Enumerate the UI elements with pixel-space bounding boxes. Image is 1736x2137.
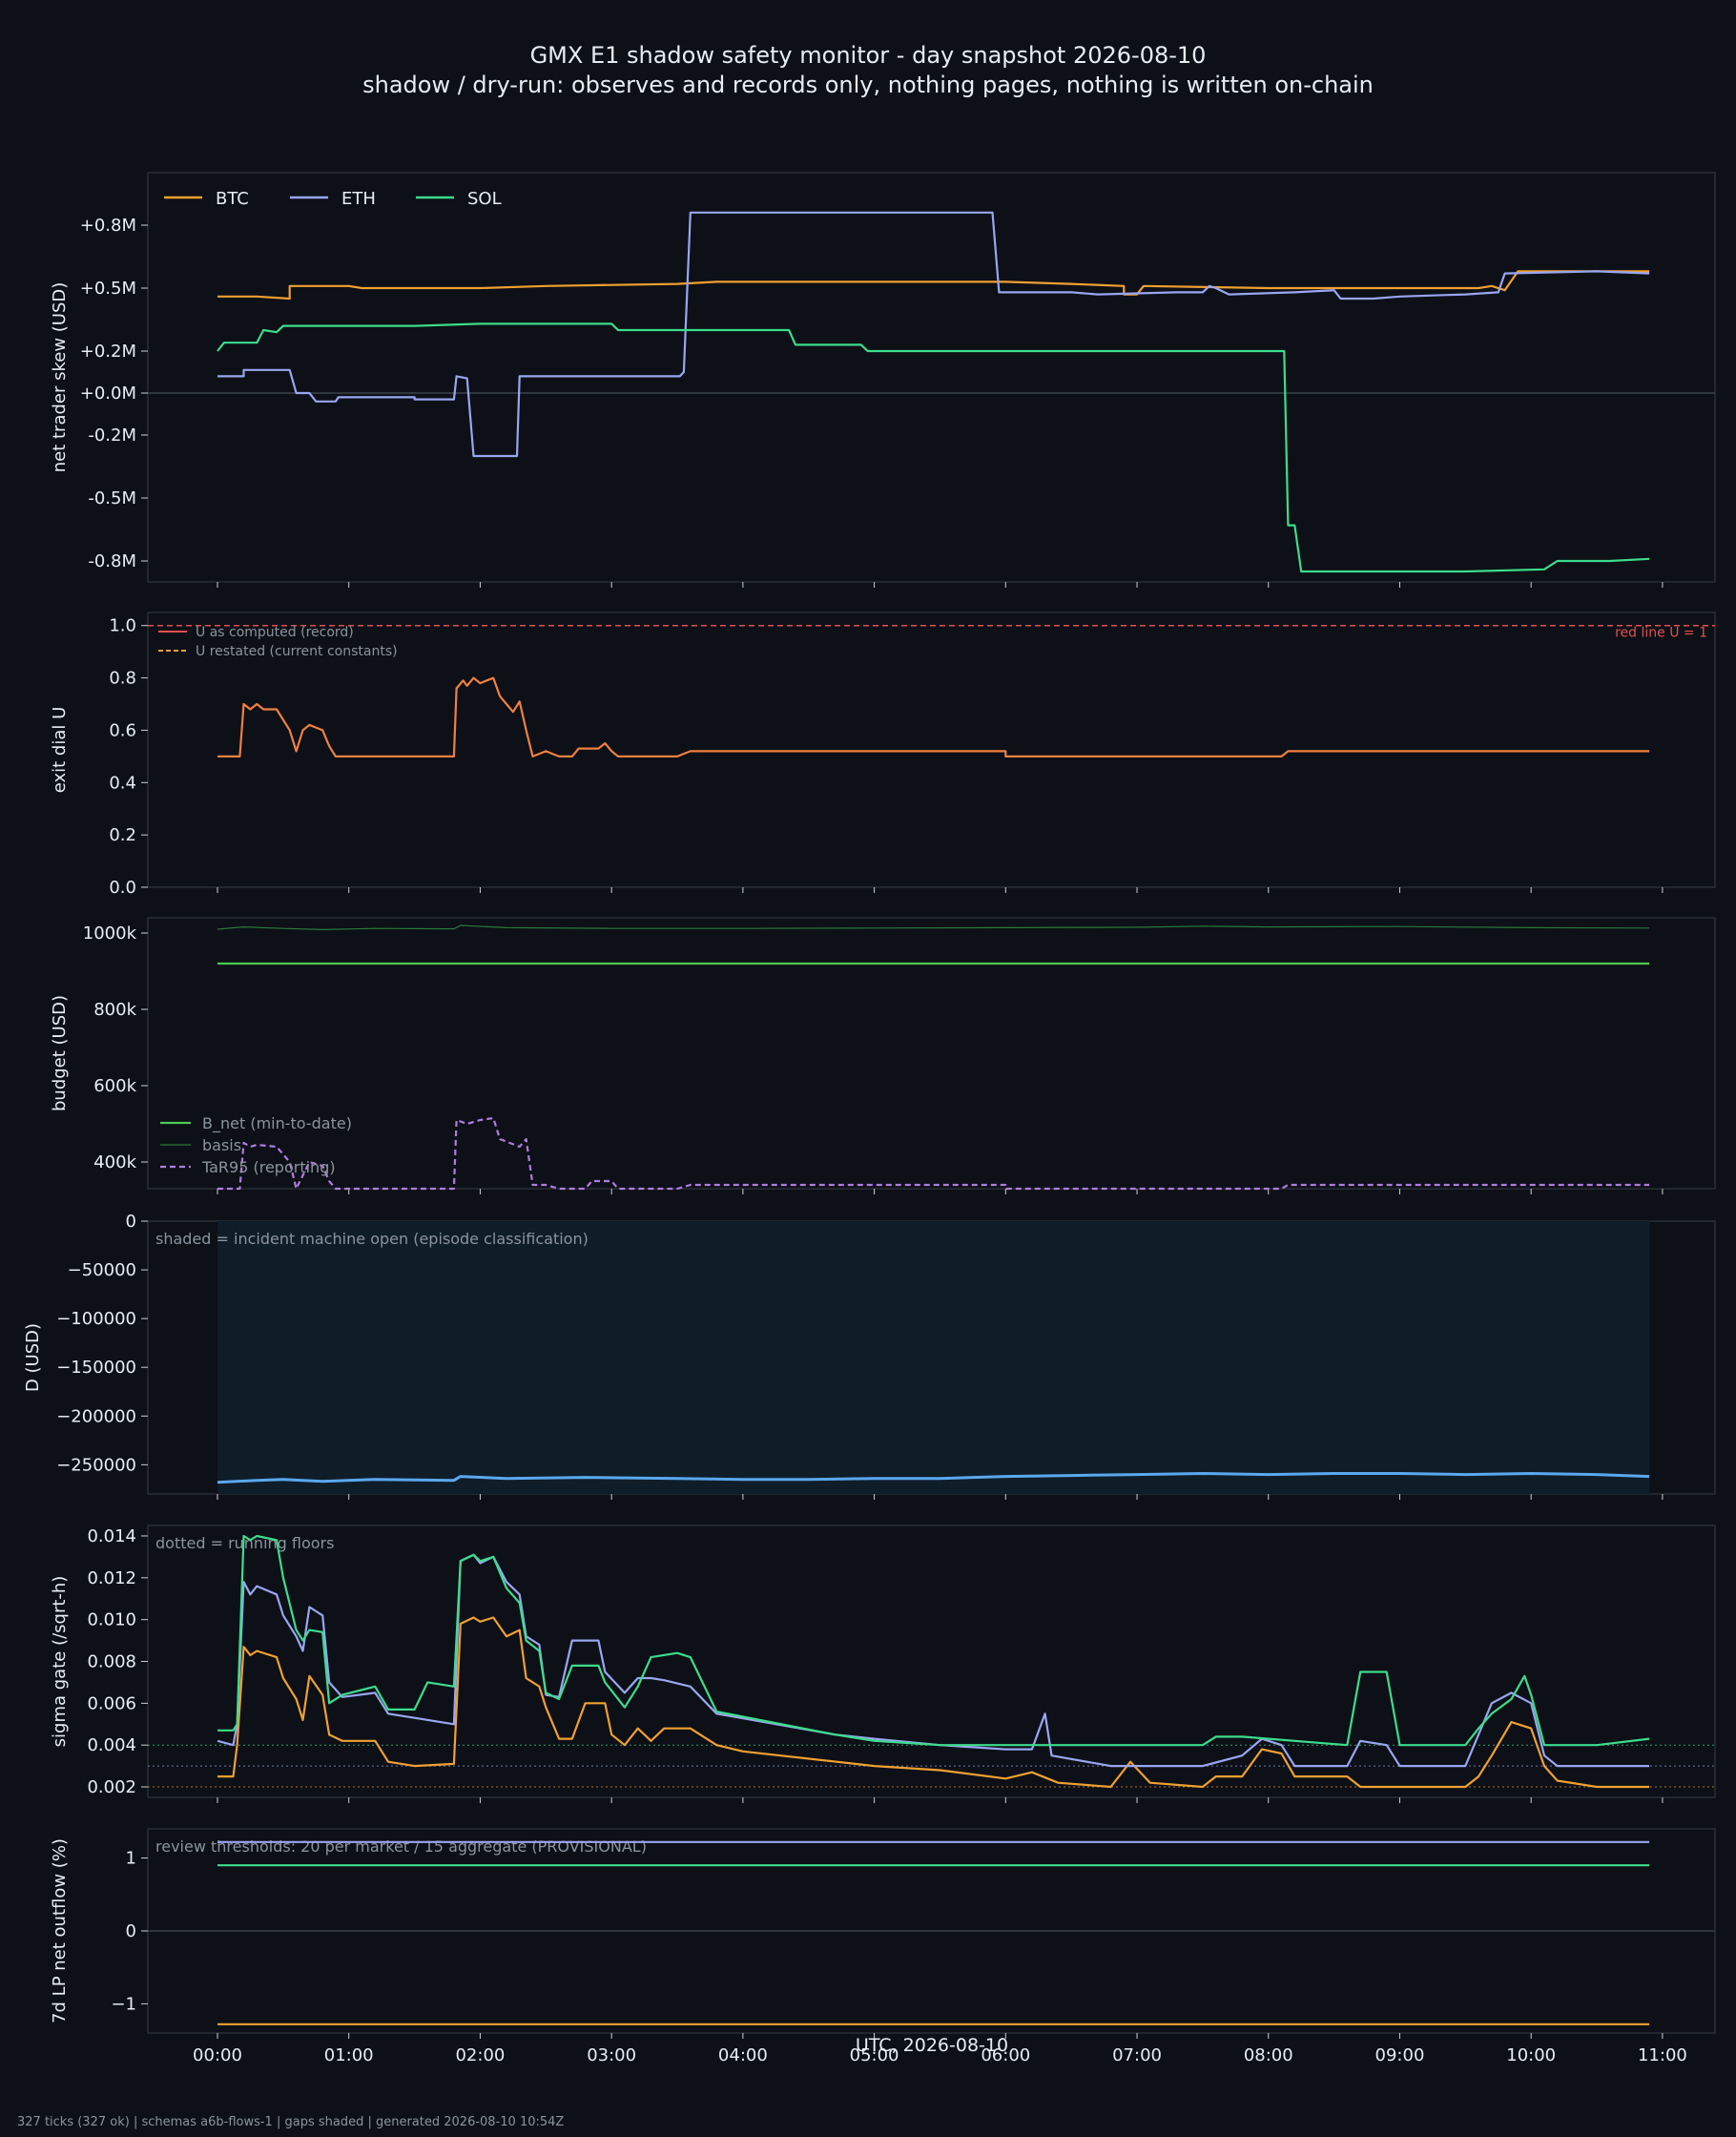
panel-3: 0 −50000 −100000 −150000 −200000 −250000 D (US… (23, 1212, 1716, 1500)
y-axis-label: sigma gate (/sqrt-h) (50, 1576, 70, 1748)
x-tick-label: 00:00 (193, 2045, 242, 2065)
panel-frame (147, 917, 1716, 1190)
legend-label: ETH (341, 189, 376, 209)
incident-shade (217, 1221, 1650, 1494)
legend-label: U restated (current constants) (196, 644, 398, 659)
x-tick-label: 06:00 (981, 2045, 1030, 2065)
y-tick-label: +0.5M (80, 279, 136, 299)
figure-title: GMX E1 shadow safety monitor - day snaps… (530, 42, 1207, 69)
y-tick-label: −250000 (56, 1455, 136, 1475)
panel-frame (147, 612, 1716, 888)
y-tick-label: 0.6 (109, 720, 136, 740)
x-tick-label: 07:00 (1112, 2045, 1162, 2065)
legend-label: BTC (216, 189, 249, 209)
legend-label: SOL (467, 189, 502, 209)
series-line-sol (217, 1534, 1650, 1747)
y-axis-label: net trader skew (USD) (50, 282, 70, 473)
x-tick-label: 09:00 (1375, 2045, 1425, 2065)
y-tick-label: 0.004 (87, 1735, 136, 1755)
y-axis-label: budget (USD) (50, 995, 70, 1111)
y-tick-label: 0.006 (87, 1693, 136, 1713)
series-line-eth (217, 211, 1650, 458)
panel-frame (147, 1525, 1716, 1798)
footer-status: 327 ticks (327 ok) | schemas a6b-flows-1… (17, 2115, 564, 2129)
y-tick-label: 0.4 (109, 773, 136, 793)
y-tick-label: +0.0M (80, 384, 136, 404)
y-tick-label: -0.8M (88, 551, 136, 571)
x-tick-label: 01:00 (324, 2045, 374, 2065)
legend-label: TaR95 (reporting) (201, 1158, 336, 1176)
legend-label: B_net (min-to-date) (202, 1114, 352, 1133)
y-tick-label: 0.010 (87, 1610, 136, 1630)
legend-label: basis (202, 1136, 241, 1154)
series-line-btc (217, 270, 1650, 301)
y-tick-label: 0.014 (87, 1526, 136, 1546)
series-line-btc (217, 1616, 1650, 1789)
y-tick-label: −200000 (56, 1406, 136, 1426)
x-axis-label: UTC, 2026-08-10 (856, 2035, 1008, 2056)
panel-4: 0.014 0.012 0.010 0.008 0.006 0.004 0.002 sigma… (50, 1525, 1716, 1803)
panel-0: +0.8M +0.5M +0.2M +0.0M -0.2M -0.5M -0.8M net t… (50, 172, 1716, 588)
y-tick-label: 800k (93, 1000, 136, 1020)
panel-2: 1000k 800k 600k 400k budget (USD) B_net (min-… (50, 917, 1716, 1194)
y-tick-label: −50000 (68, 1260, 136, 1280)
series-line-sol (217, 322, 1650, 573)
y-axis-label: D (USD) (23, 1323, 43, 1392)
panel-annotation: dotted = running floors (155, 1534, 334, 1552)
figure-subtitle: shadow / dry-run: observes and records o… (362, 72, 1374, 98)
x-tick-label: 08:00 (1244, 2045, 1293, 2065)
y-tick-label: 600k (93, 1076, 136, 1096)
x-tick-label: 11:00 (1638, 2045, 1687, 2065)
y-tick-label: 0 (126, 1212, 136, 1232)
panel-1: red line U = 1 1.0 0.8 0.6 0.4 0.2 0.0 exit dia… (50, 612, 1716, 898)
y-tick-label: 0.008 (87, 1652, 136, 1672)
y-tick-label: 0.2 (109, 825, 136, 845)
y-tick-label: 1 (126, 1849, 136, 1869)
y-axis-label: 7d LP net outflow (%) (50, 1838, 70, 2023)
y-tick-label: 0.0 (109, 878, 136, 898)
y-tick-label: 1.0 (109, 616, 136, 636)
panel-frame (147, 172, 1716, 583)
series-line-d (217, 1472, 1650, 1484)
series-line-eth (217, 1553, 1650, 1768)
panel-annotation: review thresholds: 20 per market / 15 ag… (155, 1837, 647, 1856)
x-tick-label: 10:00 (1506, 2045, 1556, 2065)
red-line-annotation: red line U = 1 (1615, 626, 1707, 641)
y-tick-label: +0.8M (80, 216, 136, 236)
legend-label: U as computed (record) (196, 625, 354, 640)
y-tick-label: 0.002 (87, 1777, 136, 1797)
series-line-u-as-computed-record- (217, 676, 1650, 757)
y-tick-label: −1 (111, 1994, 136, 2014)
panel-annotation: shaded = incident machine open (episode … (155, 1230, 589, 1248)
series-line-basis (217, 924, 1650, 930)
x-tick-label: 03:00 (587, 2045, 636, 2065)
y-tick-label: 0 (126, 1921, 136, 1941)
y-tick-label: −100000 (56, 1309, 136, 1329)
panels: +0.8M +0.5M +0.2M +0.0M -0.2M -0.5M -0.8M net t… (23, 172, 1716, 2065)
y-tick-label: -0.2M (88, 425, 136, 446)
x-tick-label: 04:00 (718, 2045, 768, 2065)
y-tick-label: 0.8 (109, 669, 136, 689)
y-tick-label: 0.012 (87, 1568, 136, 1588)
panel-5: 1 0 −1 00:00 01:00 02:00 03:00 04:00 05:00 06:00 0… (50, 1828, 1716, 2065)
y-tick-label: +0.2M (80, 342, 136, 362)
y-tick-label: 1000k (83, 923, 137, 944)
x-tick-label: 05:00 (850, 2045, 899, 2065)
y-tick-label: −150000 (56, 1358, 136, 1378)
y-tick-label: -0.5M (88, 488, 136, 508)
y-axis-label: exit dial U (50, 707, 70, 794)
y-tick-label: 400k (93, 1152, 136, 1172)
x-tick-label: 02:00 (455, 2045, 505, 2065)
